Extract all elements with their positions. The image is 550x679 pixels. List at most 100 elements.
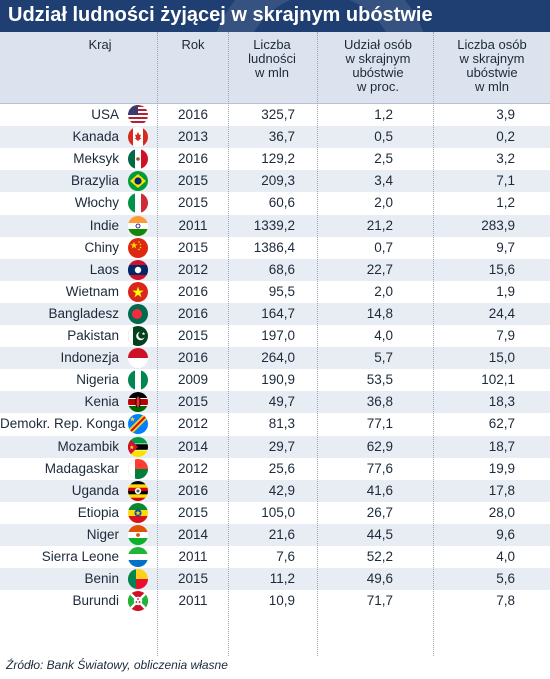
- poor-cell: 7,9: [496, 328, 515, 343]
- country-cell: Chiny: [84, 239, 119, 255]
- population-cell: 264,0: [261, 350, 295, 366]
- poor-cell: 1,9: [496, 283, 515, 299]
- share-cell: 77,6: [366, 460, 393, 476]
- poor-cell: 15,0: [488, 350, 515, 366]
- population-cell: 7,6: [276, 549, 295, 564]
- table-row: Wietnam 2016 95,5 2,0 1,9: [0, 281, 550, 303]
- country-cell: Włochy: [74, 195, 119, 211]
- table-row: Kenia 2015 49,7 36,8 18,3: [0, 391, 550, 414]
- header-year: Rok: [181, 37, 205, 52]
- population-cell: 25,6: [268, 460, 295, 476]
- country-cell: Etiopia: [77, 504, 119, 520]
- table-row: Benin 2015 11,2 49,6 5,6: [0, 568, 550, 591]
- share-cell: 2,0: [374, 195, 393, 211]
- year-cell: 2016: [177, 482, 209, 498]
- table-header: Kraj Rok Liczba ludności w mln Udział osób…: [0, 32, 550, 104]
- column-divider: [228, 32, 229, 656]
- table-row: USA 2016 325,7 1,2 3,9: [0, 104, 550, 126]
- poor-cell: 62,7: [488, 416, 515, 432]
- country-cell: Laos: [89, 261, 119, 277]
- poor-cell: 1,2: [496, 195, 515, 211]
- country-cell: Benin: [84, 571, 119, 587]
- poor-cell: 4,0: [496, 549, 515, 564]
- poor-cell: 19,9: [488, 460, 515, 476]
- poor-cell: 3,2: [496, 151, 515, 167]
- niger-flag-icon: [128, 524, 148, 545]
- table-row: Burundi 2011 10,9 71,7 7,8: [0, 590, 550, 612]
- year-cell: 2015: [177, 504, 209, 520]
- table-row: Pakistan 2015 197,0 4,0 7,9: [0, 325, 550, 347]
- share-cell: 36,8: [366, 394, 393, 410]
- population-cell: 29,7: [268, 438, 295, 454]
- country-cell: Mozambik: [57, 438, 119, 454]
- kenya-flag-icon: [128, 392, 148, 413]
- poor-cell: 3,9: [496, 107, 515, 122]
- population-cell: 10,9: [268, 593, 295, 609]
- poor-cell: 5,6: [496, 571, 515, 587]
- table-row: Demokr. Rep. Konga 2012 81,3 77,1 62,7: [0, 413, 550, 435]
- population-cell: 36,7: [268, 129, 295, 145]
- header-country: Kraj: [88, 37, 112, 52]
- year-cell: 2016: [177, 305, 209, 321]
- title-bar: Udział ludności żyjącej w skrajnym ubóst…: [0, 0, 550, 32]
- country-cell: Uganda: [71, 482, 119, 498]
- population-cell: 81,3: [268, 416, 295, 432]
- poor-cell: 17,8: [488, 482, 515, 498]
- table-row: Brazylia 2015 209,3 3,4 7,1: [0, 170, 550, 193]
- italy-flag-icon: [128, 193, 148, 214]
- year-cell: 2015: [177, 394, 209, 410]
- mexico-flag-icon: [128, 149, 148, 170]
- source-note: Źródło: Bank Światowy, obliczenia własne: [6, 658, 228, 672]
- burundi-flag-icon: [128, 591, 148, 612]
- poor-cell: 0,2: [496, 129, 515, 145]
- share-cell: 71,7: [366, 593, 393, 609]
- madagascar-flag-icon: [128, 458, 148, 479]
- population-cell: 68,6: [268, 261, 295, 277]
- poor-cell: 283,9: [481, 217, 515, 233]
- year-cell: 2016: [177, 107, 209, 122]
- population-cell: 49,7: [268, 394, 295, 410]
- year-cell: 2014: [177, 526, 209, 542]
- share-cell: 53,5: [366, 372, 393, 388]
- country-cell: Indie: [89, 217, 119, 233]
- share-cell: 1,2: [374, 107, 393, 122]
- column-divider: [433, 32, 434, 656]
- column-divider: [157, 32, 158, 656]
- country-cell: Sierra Leone: [41, 549, 119, 564]
- poor-cell: 18,7: [488, 438, 515, 454]
- year-cell: 2015: [177, 571, 209, 587]
- china-flag-icon: [128, 237, 148, 258]
- population-cell: 1386,4: [253, 239, 295, 255]
- year-cell: 2012: [177, 261, 209, 277]
- ethiopia-flag-icon: [128, 502, 148, 523]
- poor-cell: 9,7: [496, 239, 515, 255]
- table-row: Meksyk 2016 129,2 2,5 3,2: [0, 148, 550, 170]
- population-cell: 21,6: [268, 526, 295, 542]
- header-poor: Liczba osób w skrajnym ubóstwie w mln: [457, 37, 527, 94]
- country-cell: Bangladesz: [48, 305, 119, 321]
- population-cell: 209,3: [261, 173, 295, 189]
- poor-cell: 24,4: [488, 305, 515, 321]
- table-row: Nigeria 2009 190,9 53,5 102,1: [0, 369, 550, 391]
- india-flag-icon: [128, 215, 148, 236]
- population-cell: 190,9: [261, 372, 295, 388]
- population-cell: 197,0: [261, 328, 295, 343]
- poor-cell: 7,1: [496, 173, 515, 189]
- table-row: Mozambik 2014 29,7 62,9 18,7: [0, 435, 550, 458]
- year-cell: 2015: [177, 173, 209, 189]
- poor-cell: 28,0: [488, 504, 515, 520]
- table-row: Indonezja 2016 264,0 5,7 15,0: [0, 347, 550, 370]
- country-cell: Indonezja: [60, 350, 119, 366]
- share-cell: 2,5: [374, 151, 393, 167]
- header-population: Liczba ludności w mln: [248, 37, 296, 80]
- pakistan-flag-icon: [128, 326, 148, 346]
- year-cell: 2012: [177, 416, 209, 432]
- benin-flag-icon: [128, 569, 148, 590]
- uganda-flag-icon: [128, 480, 148, 501]
- brazil-flag-icon: [128, 171, 148, 192]
- poor-cell: 7,8: [496, 593, 515, 609]
- year-cell: 2016: [177, 350, 209, 366]
- share-cell: 22,7: [366, 261, 393, 277]
- table-row: Bangladesz 2016 164,7 14,8 24,4: [0, 302, 550, 325]
- country-cell: Demokr. Rep. Konga: [0, 416, 126, 432]
